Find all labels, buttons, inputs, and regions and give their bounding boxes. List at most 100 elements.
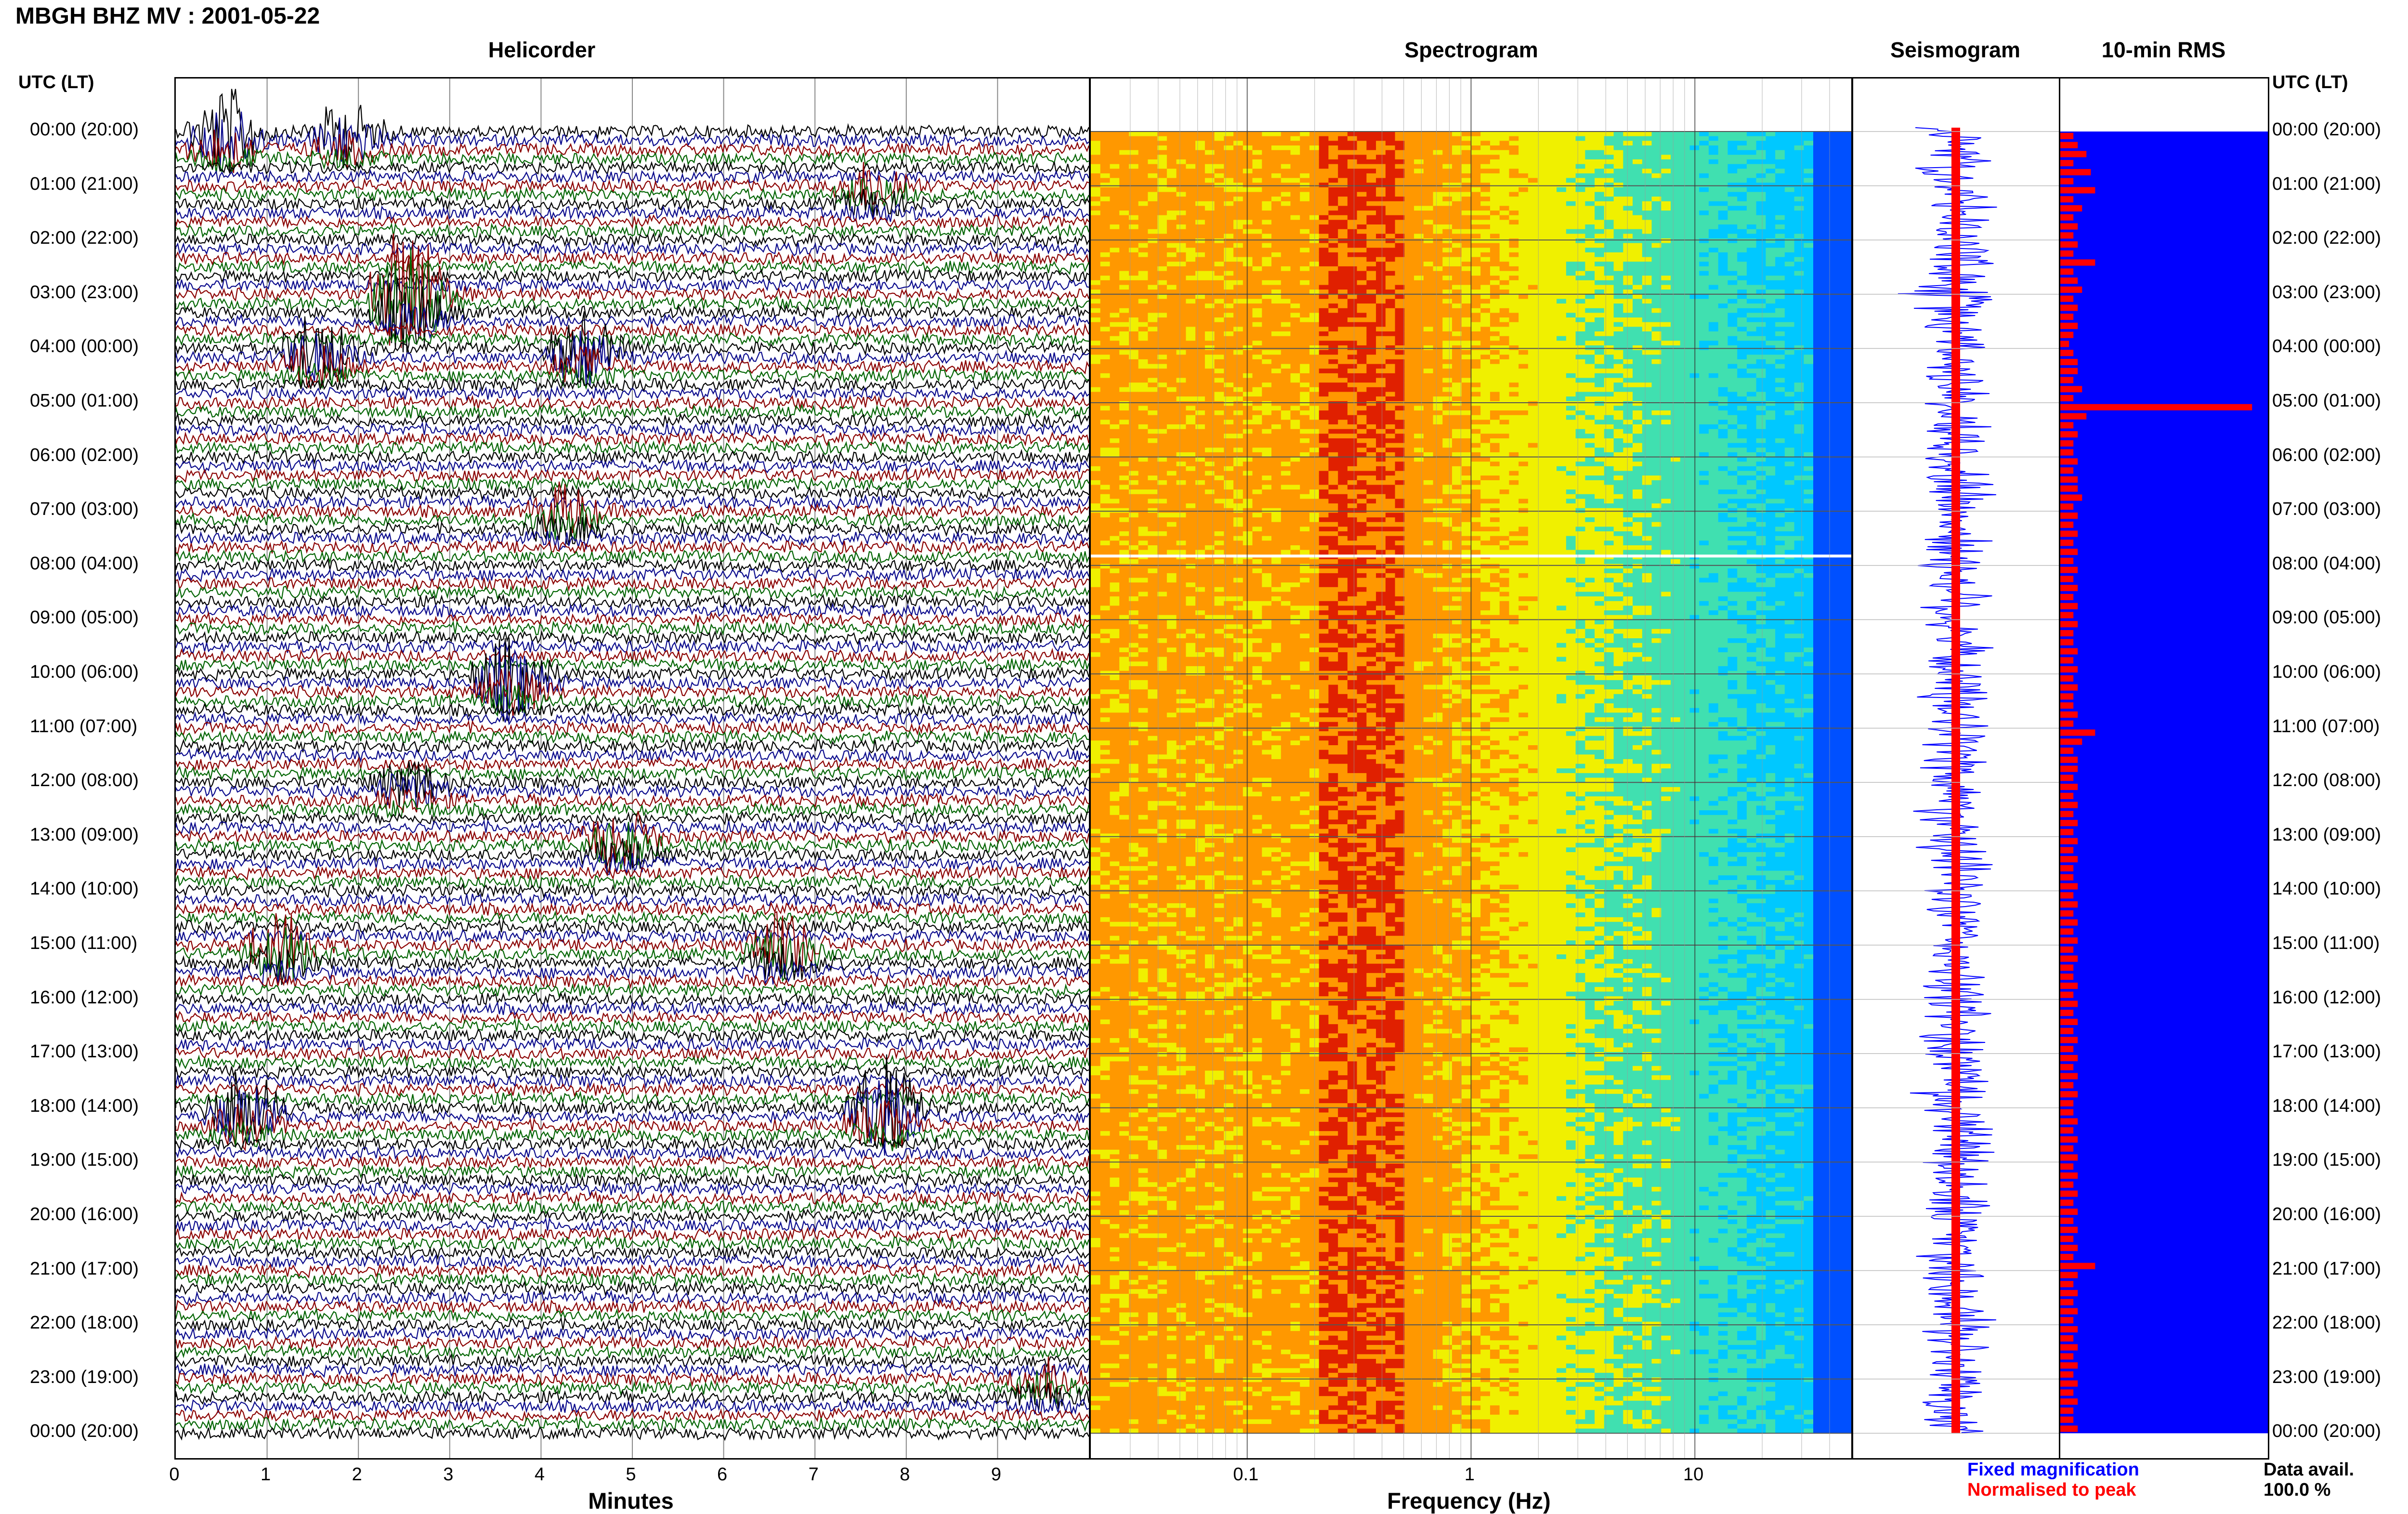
rms-bar <box>2060 1010 2073 1016</box>
rms-bar <box>2060 1127 2073 1133</box>
rms-bar <box>2060 440 2073 447</box>
rms-bar <box>2060 1408 2073 1414</box>
left-hour-label: 23:00 (19:00) <box>30 1367 139 1388</box>
rms-bar <box>2060 621 2078 627</box>
rms-bar <box>2060 883 2078 889</box>
rms-bar <box>2060 224 2078 230</box>
rms-bar <box>2060 1145 2073 1152</box>
right-hour-label: 09:00 (05:00) <box>2272 607 2381 628</box>
rms-bar <box>2060 1398 2078 1405</box>
right-hour-label: 15:00 (11:00) <box>2272 933 2380 954</box>
rms-bar <box>2060 1218 2073 1224</box>
rms-bar <box>2060 1172 2078 1179</box>
rms-bar <box>2060 964 2073 971</box>
rms-bar <box>2060 558 2073 564</box>
rms-bar <box>2060 1254 2073 1260</box>
rms-bar <box>2060 196 2073 202</box>
right-hour-label: 19:00 (15:00) <box>2272 1150 2381 1171</box>
rms-bar <box>2060 1326 2078 1332</box>
rms-bar <box>2060 874 2073 881</box>
rms-bar <box>2060 1191 2078 1197</box>
rms-bar <box>2060 1082 2073 1088</box>
rms-bar <box>2060 648 2078 655</box>
spectrogram-panel <box>1089 77 1853 1460</box>
rms-background <box>2060 132 2268 1433</box>
rms-bar <box>2060 1335 2073 1342</box>
right-hour-label: 16:00 (12:00) <box>2272 987 2381 1008</box>
left-hour-label: 13:00 (09:00) <box>30 825 139 845</box>
rms-bar <box>2060 766 2078 772</box>
left-hour-label: 07:00 (03:00) <box>30 499 139 520</box>
right-hour-label: 02:00 (22:00) <box>2272 228 2381 249</box>
rms-bar <box>2060 1381 2078 1387</box>
rms-bar <box>2060 711 2078 718</box>
left-hour-label: 17:00 (13:00) <box>30 1041 139 1062</box>
left-hour-label: 16:00 (12:00) <box>30 987 139 1008</box>
rms-bar <box>2060 974 2073 980</box>
rms-bar <box>2060 531 2078 537</box>
helicorder-x-tick-label: 5 <box>616 1464 645 1485</box>
rms-bar <box>2060 1037 2078 1043</box>
rms-bar <box>2060 1109 2073 1116</box>
rms-bar <box>2060 947 2073 953</box>
rms-bar <box>2060 1199 2073 1206</box>
rms-bar <box>2060 685 2078 691</box>
left-hour-label: 18:00 (14:00) <box>30 1096 139 1117</box>
rms-bar <box>2060 1371 2073 1378</box>
seismogram-panel <box>1852 77 2060 1460</box>
rms-bar <box>2060 1236 2073 1242</box>
rms-bar <box>2060 829 2073 835</box>
rms-bar <box>2060 1019 2078 1025</box>
right-hour-label: 04:00 (00:00) <box>2272 336 2381 357</box>
helicorder-xlabel: Minutes <box>462 1488 799 1514</box>
helicorder-plot <box>176 79 1089 1458</box>
left-hour-label: 09:00 (05:00) <box>30 607 139 628</box>
rms-bar <box>2060 413 2086 420</box>
rms-bar <box>2060 332 2073 338</box>
rms-bar <box>2060 386 2082 392</box>
rms-bar <box>2060 910 2073 917</box>
left-hour-label: 06:00 (02:00) <box>30 445 139 466</box>
rms-bar <box>2060 323 2078 329</box>
spectrogram-plot <box>1091 79 1851 1458</box>
rms-bar <box>2060 693 2073 699</box>
left-hour-label: 01:00 (21:00) <box>30 174 139 195</box>
rms-bar <box>2060 268 2073 275</box>
rms-bar <box>2060 1272 2078 1278</box>
rms-bar <box>2060 1362 2078 1369</box>
rms-plot <box>2060 79 2268 1458</box>
right-hour-label: 21:00 (17:00) <box>2272 1259 2381 1279</box>
rms-bar <box>2060 1100 2073 1106</box>
left-hour-label: 03:00 (23:00) <box>30 282 139 303</box>
right-hour-label: 10:00 (06:00) <box>2272 662 2381 683</box>
rms-bar <box>2060 1028 2073 1034</box>
rms-bar <box>2060 277 2078 284</box>
rms-bar <box>2060 585 2078 591</box>
rms-bar <box>2060 1290 2078 1296</box>
rms-bar <box>2060 992 2073 998</box>
rms-bar <box>2060 847 2073 853</box>
rms-bar <box>2060 1308 2078 1315</box>
rms-bar <box>2060 142 2078 148</box>
rms-bar <box>2060 304 2078 311</box>
right-hour-label: 12:00 (08:00) <box>2272 770 2381 791</box>
rms-bar <box>2060 350 2073 356</box>
rms-bar <box>2060 296 2073 302</box>
right-hour-label: 00:00 (20:00) <box>2272 119 2381 140</box>
rms-bar <box>2060 341 2069 347</box>
rms-bar <box>2060 214 2073 221</box>
rms-bar <box>2060 1073 2078 1080</box>
right-hour-label: 14:00 (10:00) <box>2272 879 2381 899</box>
left-hour-label: 15:00 (11:00) <box>30 933 137 954</box>
rms-bar <box>2060 422 2073 428</box>
rms-bar <box>2060 395 2073 401</box>
rms-bar <box>2060 576 2073 582</box>
right-hour-label: 23:00 (19:00) <box>2272 1367 2381 1388</box>
left-hour-label: 20:00 (16:00) <box>30 1204 139 1225</box>
rms-bar <box>2060 865 2073 871</box>
helicorder-x-tick-label: 8 <box>890 1464 919 1485</box>
right-hour-label: 06:00 (02:00) <box>2272 445 2381 466</box>
rms-bar <box>2060 1001 2078 1007</box>
rms-bar <box>2060 612 2073 618</box>
rms-bar <box>2060 549 2078 555</box>
